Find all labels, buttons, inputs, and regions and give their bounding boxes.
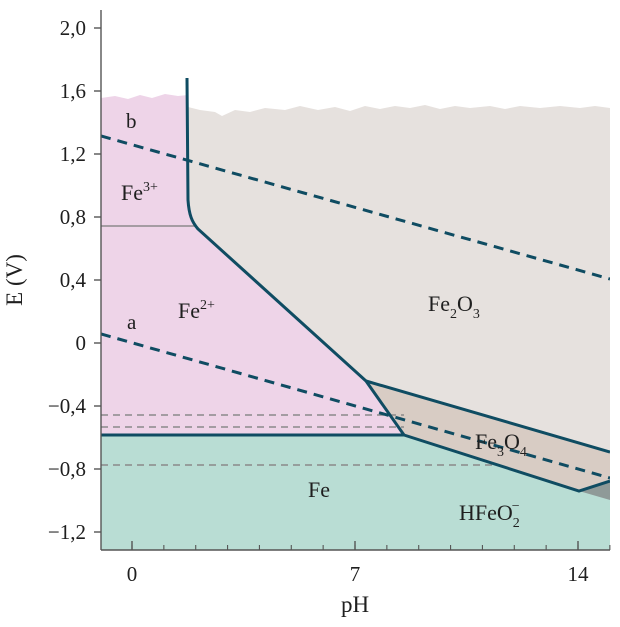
x-axis-title: pH bbox=[341, 592, 369, 617]
y-ticks: 2,0 1,6 1,2 0,8 0,4 0 −0,4 −0,8 −1,2 bbox=[48, 16, 101, 544]
y-tick-label: −0,8 bbox=[48, 457, 86, 481]
fe-metal-label: Fe bbox=[308, 477, 330, 502]
y-tick-label: 0,8 bbox=[60, 205, 86, 229]
y-tick-label: 1,2 bbox=[60, 142, 86, 166]
y-tick-label: 0,4 bbox=[60, 268, 87, 292]
y-tick-label: −0,4 bbox=[48, 394, 87, 418]
x-tick-label: 0 bbox=[127, 562, 138, 586]
x-tick-label: 7 bbox=[350, 562, 361, 586]
water-line-b-label: b bbox=[126, 109, 137, 133]
y-tick-label: 1,6 bbox=[60, 79, 86, 103]
y-tick-label: −1,2 bbox=[48, 520, 86, 544]
y-tick-label: 2,0 bbox=[60, 16, 86, 40]
y-axis-title: E (V) bbox=[2, 254, 27, 306]
x-tick-label: 14 bbox=[568, 562, 590, 586]
y-tick-label: 0 bbox=[76, 331, 87, 355]
water-line-a-label: a bbox=[127, 310, 137, 334]
